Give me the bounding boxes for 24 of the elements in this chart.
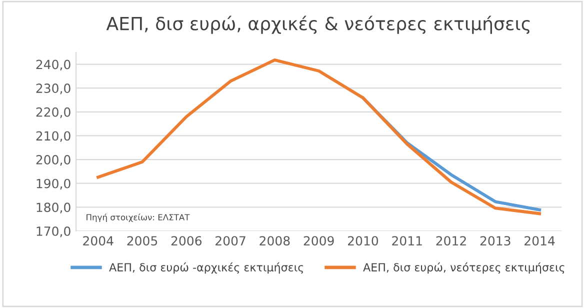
- y-tick-label: 220,0: [36, 107, 70, 118]
- y-tick-label: 180,0: [36, 202, 70, 214]
- line-series: [96, 58, 542, 216]
- x-tick-label: 2005: [127, 236, 158, 246]
- annotation: Πηγή στοιχείων: ΕΛΣΤΑΤ: [86, 214, 190, 222]
- x-tick-label: 2007: [216, 236, 246, 246]
- chart-title: ΑΕΠ, δισ ευρώ, αρχικές & νεότερες εκτιμήσεις: [106, 16, 530, 34]
- x-tick-label: 2012: [436, 236, 466, 246]
- y-tick-label: 230,0: [36, 84, 70, 94]
- y-tick-label: 200,0: [36, 155, 70, 166]
- x-tick-label: 2008: [260, 236, 290, 246]
- y-tick-label: 240,0: [36, 60, 70, 70]
- x-tick-label: 2004: [83, 236, 114, 246]
- y-tick-label: 190,0: [36, 178, 70, 190]
- x-tick-label: 2009: [304, 236, 334, 246]
- x-tick-label: 2011: [392, 236, 422, 246]
- legend-label: ΑΕΠ, δισ ευρώ, νεότερες εκτιμήσεις: [363, 262, 564, 274]
- legend-label: ΑΕΠ, δισ ευρώ -αρχικές εκτιμήσεις: [109, 262, 304, 274]
- y-tick-label: 210,0: [36, 131, 70, 142]
- x-tick-label: 2013: [480, 236, 510, 246]
- y-tick-label: 170,0: [36, 226, 70, 238]
- x-tick-label: 2014: [524, 236, 555, 246]
- x-tick-label: 2006: [171, 236, 202, 246]
- x-tick-label: 2010: [348, 236, 378, 246]
